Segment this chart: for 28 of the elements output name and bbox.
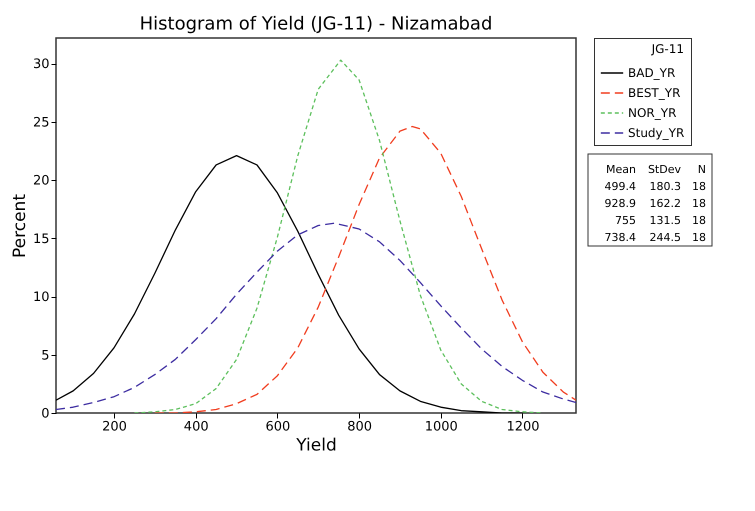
line-series bbox=[154, 126, 576, 413]
y-tick-label: 20 bbox=[32, 174, 50, 189]
y-tick-label: 0 bbox=[41, 406, 50, 422]
x-tick-label: 400 bbox=[184, 420, 209, 434]
x-tick-label: 800 bbox=[347, 420, 372, 434]
x-tick-label: 1200 bbox=[506, 420, 540, 434]
text: 738.4 244.5 18 bbox=[604, 231, 706, 244]
text: Mean StDev N bbox=[606, 163, 706, 176]
legend-title: JG-11 bbox=[650, 42, 684, 56]
text: 928.9 162.2 18 bbox=[604, 197, 706, 210]
y-tick-label: 10 bbox=[32, 290, 50, 306]
legend-label: Study_YR bbox=[628, 126, 684, 140]
y-tick-label: 5 bbox=[41, 348, 50, 364]
text: 755 131.5 18 bbox=[615, 214, 706, 227]
chart-title: Histogram of Yield (JG-11) - Nizamabad bbox=[140, 14, 492, 34]
y-axis-title: Percent bbox=[10, 194, 30, 258]
legend-label: BEST_YR bbox=[628, 86, 680, 100]
x-tick-label: 200 bbox=[102, 420, 127, 434]
line-series bbox=[56, 222, 576, 410]
legend-label: BAD_YR bbox=[628, 66, 676, 80]
legend-label: NOR_YR bbox=[628, 106, 676, 120]
y-tick-label: 15 bbox=[32, 232, 50, 247]
x-tick-label: 1000 bbox=[424, 420, 458, 434]
x-axis-title: Yield bbox=[295, 436, 337, 456]
text: 499.4 180.3 18 bbox=[604, 180, 706, 193]
y-tick-label: 30 bbox=[32, 57, 50, 72]
x-tick-label: 600 bbox=[265, 420, 290, 434]
y-tick-label: 25 bbox=[32, 115, 50, 130]
